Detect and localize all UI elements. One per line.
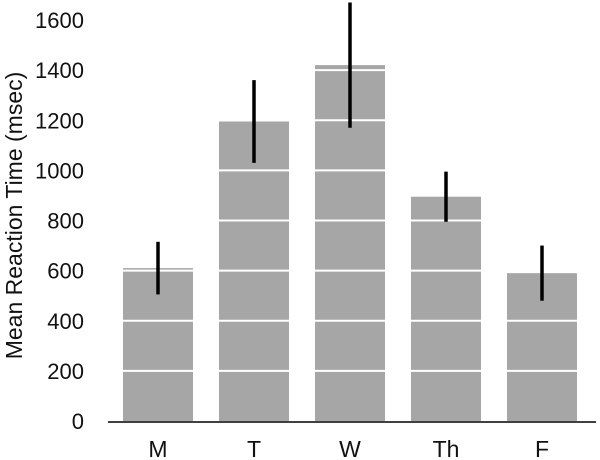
y-tick-labels: 0 200 400 600 800 1000 1200 1400 1600 (35, 8, 84, 434)
y-tick-label-800: 800 (47, 209, 84, 234)
x-tick-label-f: F (535, 436, 549, 460)
x-tick-label-t: T (247, 436, 261, 460)
y-tick-label-1400: 1400 (35, 58, 84, 83)
x-tick-labels: M T W Th F (148, 436, 549, 460)
y-tick-label-600: 600 (47, 259, 84, 284)
y-axis-title: Mean Reaction Time (msec) (1, 72, 27, 360)
y-tick-label-1000: 1000 (35, 158, 84, 183)
y-tick-label-1200: 1200 (35, 108, 84, 133)
y-tick-label-1600: 1600 (35, 8, 84, 33)
x-tick-label-w: W (339, 436, 361, 460)
y-tick-label-200: 200 (47, 359, 84, 384)
x-tick-label-th: Th (433, 436, 460, 460)
x-tick-label-m: M (148, 436, 167, 460)
error-bars-group (156, 2, 544, 301)
y-tick-label-0: 0 (72, 409, 84, 434)
bar-th (411, 196, 481, 421)
y-tick-label-400: 400 (47, 309, 84, 334)
